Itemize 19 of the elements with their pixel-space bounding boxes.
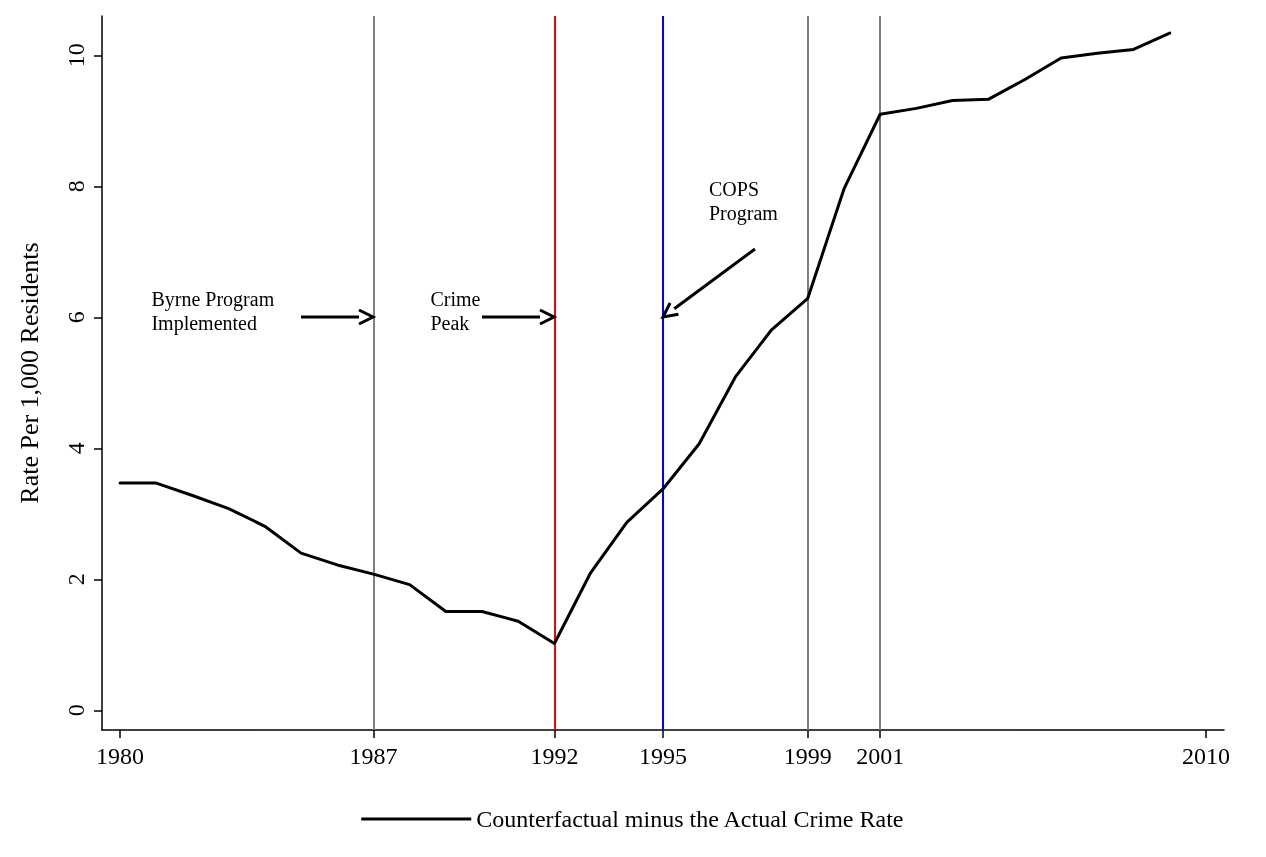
line-series xyxy=(118,31,1172,646)
y-tick-label: 0 xyxy=(63,704,89,717)
x-tick-label: 1995 xyxy=(639,743,687,769)
y-axis-title: Rate Per 1,000 Residents xyxy=(14,242,44,504)
annotation: Byrne Program Implemented xyxy=(151,288,275,336)
x-tick-label: 2001 xyxy=(856,743,905,769)
x-tick-label: 1999 xyxy=(783,743,832,769)
x-tick-label: 1987 xyxy=(349,743,398,769)
x-tick-label: 1980 xyxy=(96,743,145,769)
y-tick-label: 2 xyxy=(63,573,89,586)
x-tick-label: 1992 xyxy=(530,743,579,769)
x-tick-label: 2010 xyxy=(1181,743,1230,769)
y-tick-label: 6 xyxy=(63,311,89,324)
annotation: COPS Program xyxy=(709,178,779,226)
y-tick-label: 10 xyxy=(63,43,89,68)
y-tick-label: 4 xyxy=(63,442,89,455)
y-tick-label: 8 xyxy=(63,180,89,193)
annotation: Crime Peak xyxy=(430,288,481,335)
legend-label: Counterfactual minus the Actual Crime Rate xyxy=(476,806,904,832)
